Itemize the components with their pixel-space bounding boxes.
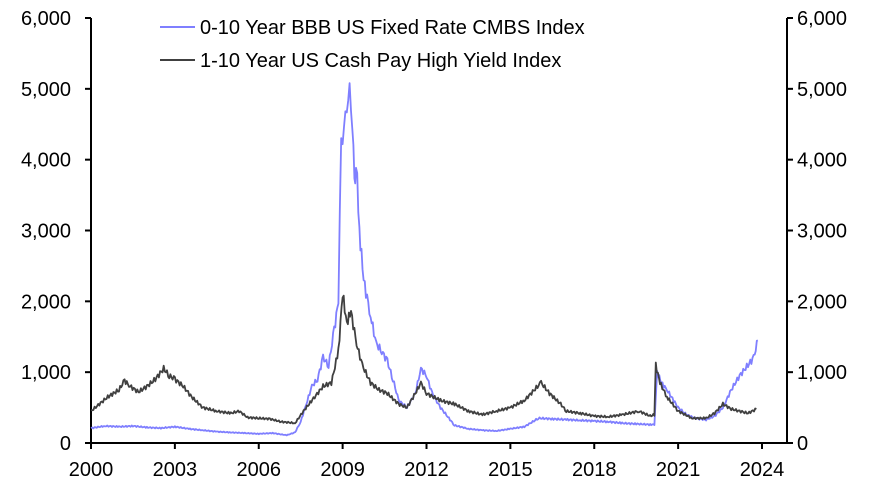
x-tick-label: 2012 <box>404 459 449 481</box>
y-tick-label-left: 0 <box>60 433 71 455</box>
y-tick-label-right: 0 <box>797 433 808 455</box>
series-line-high-yield <box>90 294 757 425</box>
x-tick-label: 2006 <box>237 459 282 481</box>
series-line-cmbs <box>90 82 759 437</box>
y-tick-label-left: 3,000 <box>21 221 71 243</box>
x-tick-label: 2021 <box>656 459 701 481</box>
y-tick-label-left: 4,000 <box>21 150 71 172</box>
y-tick-label-right: 3,000 <box>797 221 847 243</box>
y-tick-label-right: 4,000 <box>797 150 847 172</box>
x-tick-label: 2003 <box>153 459 198 481</box>
x-tick-label: 2024 <box>740 459 785 481</box>
legend-label-cmbs: 0-10 Year BBB US Fixed Rate CMBS Index <box>200 17 585 39</box>
x-tick-label: 2009 <box>320 459 365 481</box>
y-tick-label-left: 1,000 <box>21 362 71 384</box>
legend-label-high-yield: 1-10 Year US Cash Pay High Yield Index <box>200 50 561 72</box>
y-tick-label-right: 5,000 <box>797 79 847 101</box>
series-lines <box>90 82 759 437</box>
x-tick-label: 2000 <box>69 459 114 481</box>
y-tick-label-left: 2,000 <box>21 291 71 313</box>
y-tick-label-right: 2,000 <box>797 291 847 313</box>
x-tick-label: 2015 <box>488 459 533 481</box>
y-tick-label-right: 1,000 <box>797 362 847 384</box>
legend: 0-10 Year BBB US Fixed Rate CMBS Index 1… <box>160 17 585 72</box>
y-tick-label-left: 6,000 <box>21 8 71 30</box>
y-tick-label-left: 5,000 <box>21 79 71 101</box>
y-tick-label-right: 6,000 <box>797 8 847 30</box>
axes: 0 0 1,000 1,000 2,000 2,000 3,000 3,000 4,000 4,0… <box>21 8 847 481</box>
x-tick-label: 2018 <box>572 459 617 481</box>
